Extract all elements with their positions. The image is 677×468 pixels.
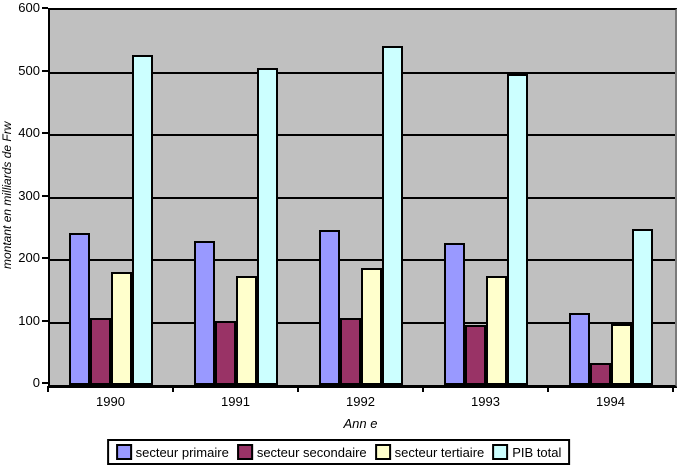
x-category-label-1991: 1991 [221,394,250,409]
legend: secteur primaire secteur secondaire secteu… [106,439,571,465]
x-category-label-1990: 1990 [96,394,125,409]
x-tick-mark [47,386,49,392]
y-tick-mark [42,257,48,259]
legend-item-secteur-secondaire: secteur secondaire [236,444,367,460]
x-axis-title: Ann e [343,416,378,431]
bar-1992-PIB-total [381,45,403,385]
legend-label: PIB total [512,444,562,460]
bar-1991-PIB-total [256,67,278,385]
bar-1993-secteur-primaire [443,243,465,385]
bar-1993-secteur-secondaire [464,325,486,385]
bar-1992-secteur-secondaire [339,317,361,385]
y-tick-mark [42,69,48,72]
bar-1991-secteur-primaire [193,241,215,385]
legend-swatch [115,444,132,460]
x-tick-mark [547,386,549,392]
legend-swatch [374,444,391,460]
legend-label: secteur tertiaire [394,444,485,460]
legend-label: secteur secondaire [256,444,367,460]
legend-swatch [236,444,253,460]
bar-1993-PIB-total [506,74,528,385]
y-tick-mark [42,319,48,322]
x-category-label-1992: 1992 [346,394,375,409]
x-tick-mark [672,386,674,392]
legend-item-secteur-primaire: secteur primaire [115,444,229,460]
bar-1990-secteur-primaire [68,233,90,385]
gridline-200 [50,259,675,261]
y-tick-mark [42,382,48,384]
gridline-500 [50,71,675,74]
x-category-label-1994: 1994 [596,394,625,409]
y-tick-label-300: 300 [18,187,40,203]
x-tick-mark [297,386,299,392]
bar-1994-secteur-tertiaire [610,324,632,385]
bar-1994-secteur-primaire [568,312,590,385]
legend-label: secteur primaire [135,444,229,460]
gridline-400 [50,134,675,136]
y-tick-label-100: 100 [18,312,40,328]
y-tick-label-400: 400 [18,125,40,140]
bar-1993-secteur-tertiaire [485,275,507,385]
y-tick-mark [42,7,48,9]
y-tick-mark [42,132,48,134]
bar-1991-secteur-secondaire [214,321,236,385]
y-tick-mark [42,194,48,197]
bar-1990-secteur-secondaire [89,318,111,385]
bar-1991-secteur-tertiaire [235,275,257,385]
bar-1994-secteur-secondaire [589,363,611,385]
plot-area [48,8,677,388]
y-tick-label-200: 200 [18,250,40,265]
y-tick-label-0: 0 [32,375,40,390]
bar-1990-PIB-total [131,55,153,385]
bar-1990-secteur-tertiaire [110,271,132,385]
x-tick-mark [172,386,174,392]
y-tick-label-500: 500 [18,62,40,78]
bar-1994-PIB-total [631,228,653,385]
bar-1992-secteur-tertiaire [360,267,382,385]
x-tick-mark [422,386,424,392]
legend-swatch [492,444,509,460]
gridline-300 [50,196,675,199]
legend-item-PIB-total: PIB total [492,444,561,460]
y-tick-label-600: 600 [18,0,40,15]
legend-item-secteur-tertiaire: secteur tertiaire [374,444,485,460]
bar-1992-secteur-primaire [318,230,340,385]
x-category-label-1993: 1993 [471,394,500,409]
